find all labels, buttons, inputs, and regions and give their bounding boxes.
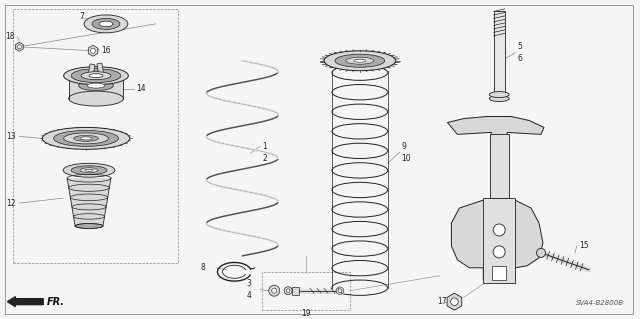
Ellipse shape [71,166,107,175]
Text: 15: 15 [579,241,588,250]
Text: 7: 7 [79,12,84,21]
Ellipse shape [79,81,113,91]
FancyArrow shape [8,297,44,307]
Polygon shape [67,178,111,226]
Text: FR.: FR. [47,297,65,307]
Text: SVA4-B2800B: SVA4-B2800B [575,300,623,306]
Circle shape [17,45,21,49]
Text: 5: 5 [517,42,522,51]
Ellipse shape [81,72,111,80]
Text: 1: 1 [262,142,267,151]
Circle shape [269,285,280,296]
Ellipse shape [335,54,385,67]
Ellipse shape [99,21,113,26]
Ellipse shape [63,133,108,144]
Ellipse shape [54,130,118,146]
Text: 16: 16 [101,46,111,55]
Ellipse shape [71,69,121,83]
Ellipse shape [89,74,103,78]
Polygon shape [88,45,98,56]
Text: 3: 3 [246,279,252,288]
Ellipse shape [80,168,98,173]
Text: 19: 19 [301,309,311,318]
Text: 12: 12 [6,199,16,208]
Bar [88,64,95,77]
Circle shape [272,288,276,293]
Circle shape [493,246,505,258]
Bar [492,266,506,280]
Text: 14: 14 [136,84,145,93]
Ellipse shape [75,224,103,228]
Circle shape [493,224,505,236]
Ellipse shape [63,67,129,85]
Text: 13: 13 [6,132,16,141]
Bar [493,11,505,99]
Text: 9: 9 [402,142,406,151]
Circle shape [90,48,95,53]
Circle shape [536,249,545,257]
Bar [13,9,178,263]
Bar [483,198,515,283]
Ellipse shape [346,57,374,64]
Ellipse shape [324,51,396,71]
Ellipse shape [87,83,105,88]
Ellipse shape [68,91,124,106]
Polygon shape [447,116,544,145]
Text: 2: 2 [262,154,267,163]
Text: 6: 6 [517,54,522,63]
Text: 18: 18 [5,32,15,41]
Circle shape [451,298,458,305]
Bar [490,134,509,198]
Circle shape [338,289,342,293]
Polygon shape [447,293,461,310]
Ellipse shape [42,127,130,149]
Bar [262,272,350,310]
Circle shape [286,289,290,293]
Text: 10: 10 [402,154,412,163]
Text: 4: 4 [246,291,252,300]
Polygon shape [68,76,124,99]
Ellipse shape [489,92,509,98]
Bar [292,287,299,295]
Bar [97,63,104,76]
Polygon shape [15,42,23,51]
Circle shape [336,287,344,294]
Ellipse shape [84,15,128,33]
Text: 8: 8 [200,263,205,272]
Ellipse shape [85,169,93,171]
Text: 17: 17 [438,297,447,306]
Ellipse shape [63,163,115,177]
Ellipse shape [489,96,509,101]
Circle shape [284,287,292,295]
Polygon shape [451,200,543,280]
Ellipse shape [354,59,366,62]
Ellipse shape [92,19,120,29]
Ellipse shape [80,137,92,140]
Ellipse shape [74,135,99,141]
